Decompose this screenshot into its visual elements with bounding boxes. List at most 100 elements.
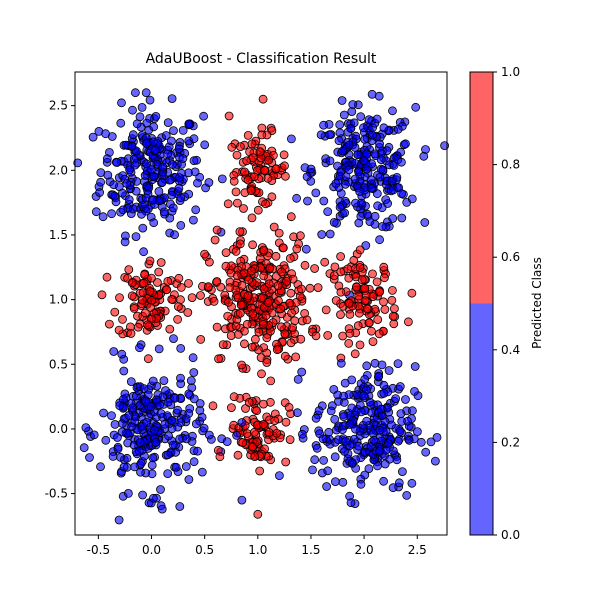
y-tick-label: 1.5: [49, 228, 68, 242]
data-point-class-1: [274, 228, 284, 238]
colorbar-tick-label: 0.4: [501, 343, 520, 357]
data-point-class-0: [325, 156, 335, 166]
data-point-class-0: [349, 434, 359, 444]
data-point-class-1: [126, 329, 136, 338]
data-point-class-1: [285, 435, 295, 445]
colorbar-tick-label: 0.8: [501, 158, 520, 172]
data-point-class-0: [367, 130, 377, 140]
data-point-class-0: [356, 112, 366, 121]
data-point-class-0: [115, 401, 125, 411]
data-point-class-1: [264, 155, 274, 165]
y-tick-label: 2.5: [49, 99, 68, 113]
data-point-class-0: [392, 455, 402, 465]
data-point-class-0: [379, 476, 389, 486]
data-point-class-0: [197, 467, 207, 477]
data-point-class-0: [154, 186, 164, 196]
data-point-class-0: [176, 343, 186, 353]
data-point-class-1: [279, 150, 289, 160]
data-point-class-1: [285, 253, 295, 263]
data-point-class-0: [375, 139, 385, 149]
data-point-class-0: [170, 230, 180, 240]
data-point-class-0: [378, 165, 388, 175]
data-point-class-0: [204, 178, 214, 187]
data-point-class-0: [168, 440, 178, 450]
data-point-class-1: [368, 269, 377, 279]
data-point-class-1: [258, 94, 268, 104]
data-point-class-0: [318, 434, 328, 444]
data-point-class-0: [123, 488, 133, 498]
data-point-class-1: [262, 333, 272, 343]
x-tick-label: 1.0: [248, 543, 267, 557]
data-point-class-0: [163, 118, 173, 127]
data-point-class-1: [232, 271, 242, 281]
data-point-class-1: [336, 310, 345, 320]
data-point-class-0: [340, 179, 350, 189]
data-point-class-0: [310, 455, 320, 465]
data-point-class-1: [321, 305, 331, 315]
data-point-class-1: [360, 296, 370, 306]
data-point-class-0: [116, 118, 126, 128]
data-point-class-1: [210, 235, 220, 245]
data-point-class-0: [402, 490, 412, 500]
data-point-class-0: [171, 447, 181, 457]
data-point-class-0: [430, 456, 440, 466]
data-point-class-1: [226, 403, 236, 413]
data-point-class-1: [196, 334, 206, 344]
data-point-class-1: [271, 164, 281, 174]
colorbar-label: Predicted Class: [530, 257, 544, 349]
data-point-class-0: [393, 436, 403, 446]
data-point-class-1: [184, 278, 193, 288]
data-point-class-0: [336, 167, 346, 177]
data-point-class-0: [101, 435, 111, 445]
data-point-class-0: [397, 189, 407, 199]
data-point-class-0: [303, 196, 312, 206]
data-point-class-0: [366, 183, 376, 193]
data-point-class-0: [167, 160, 177, 169]
data-point-class-1: [248, 240, 258, 250]
data-point-class-0: [351, 198, 360, 208]
data-point-class-1: [305, 283, 315, 293]
data-point-class-0: [130, 160, 140, 170]
data-point-class-0: [319, 120, 329, 130]
data-point-class-1: [260, 166, 270, 175]
data-point-class-1: [247, 139, 257, 149]
data-point-class-1: [345, 309, 355, 319]
data-point-class-1: [338, 331, 348, 341]
data-point-class-0: [79, 443, 89, 453]
data-point-class-1: [258, 319, 268, 329]
data-point-class-0: [149, 137, 158, 147]
data-point-class-0: [127, 142, 137, 152]
data-point-class-0: [419, 151, 429, 161]
data-point-class-0: [356, 407, 366, 417]
data-point-class-0: [89, 430, 99, 440]
colorbar-tick-label: 0.2: [501, 435, 520, 449]
data-point-class-0: [404, 435, 414, 445]
data-point-class-0: [345, 420, 355, 429]
data-point-class-1: [286, 338, 296, 348]
data-point-class-1: [357, 275, 367, 285]
data-point-class-0: [188, 353, 198, 363]
data-point-class-0: [346, 124, 356, 133]
colorbar: 0.0 0.2 0.4 0.6 0.8 1.0: [469, 65, 520, 542]
data-point-class-0: [174, 183, 184, 193]
data-point-class-1: [345, 328, 355, 338]
data-point-class-1: [280, 161, 289, 171]
data-point-class-1: [110, 307, 120, 317]
data-point-class-1: [183, 308, 193, 317]
data-point-class-1: [139, 278, 149, 288]
data-point-class-0: [157, 177, 167, 187]
data-point-class-0: [387, 176, 397, 186]
data-point-class-0: [329, 217, 339, 227]
data-point-class-0: [148, 376, 158, 386]
data-point-class-1: [140, 308, 150, 318]
data-point-class-1: [296, 334, 306, 344]
data-point-class-0: [337, 96, 347, 105]
data-point-class-0: [176, 193, 186, 203]
data-point-class-0: [374, 91, 384, 101]
data-point-class-1: [344, 338, 354, 348]
data-point-class-0: [312, 443, 322, 453]
data-point-class-1: [387, 285, 397, 295]
y-tick-label: 0.5: [49, 357, 68, 371]
data-point-class-1: [212, 322, 222, 332]
data-point-class-0: [339, 412, 349, 422]
